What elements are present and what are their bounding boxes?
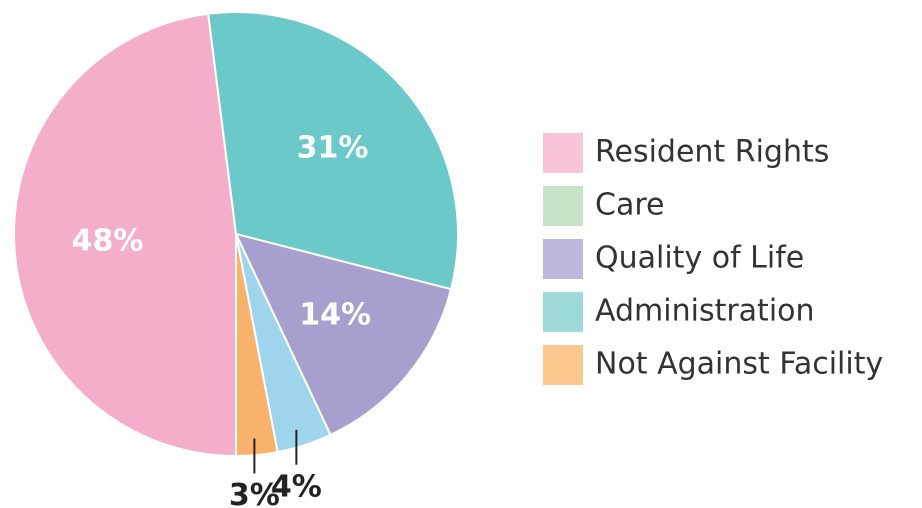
pie-slice (207, 11, 459, 291)
legend-label: Not Against Facility (595, 347, 883, 382)
slice-label: 4% (271, 469, 322, 504)
legend-label: Care (595, 188, 664, 223)
slice-label: 31% (297, 130, 369, 165)
legend-swatch (543, 239, 583, 279)
slice-label: 3% (229, 478, 280, 508)
legend-swatch (543, 186, 583, 226)
legend-label: Administration (595, 294, 815, 329)
pie-slice (13, 12, 237, 458)
pie-slice (234, 232, 453, 437)
legend-swatch (543, 292, 583, 332)
slice-label: 14% (299, 298, 371, 333)
slice-label: 48% (72, 224, 144, 259)
pie-slice (235, 233, 279, 458)
legend-label: Resident Rights (595, 135, 829, 170)
legend-label: Quality of Life (595, 241, 804, 276)
legend-swatch (543, 345, 583, 385)
legend-swatch (543, 133, 583, 173)
